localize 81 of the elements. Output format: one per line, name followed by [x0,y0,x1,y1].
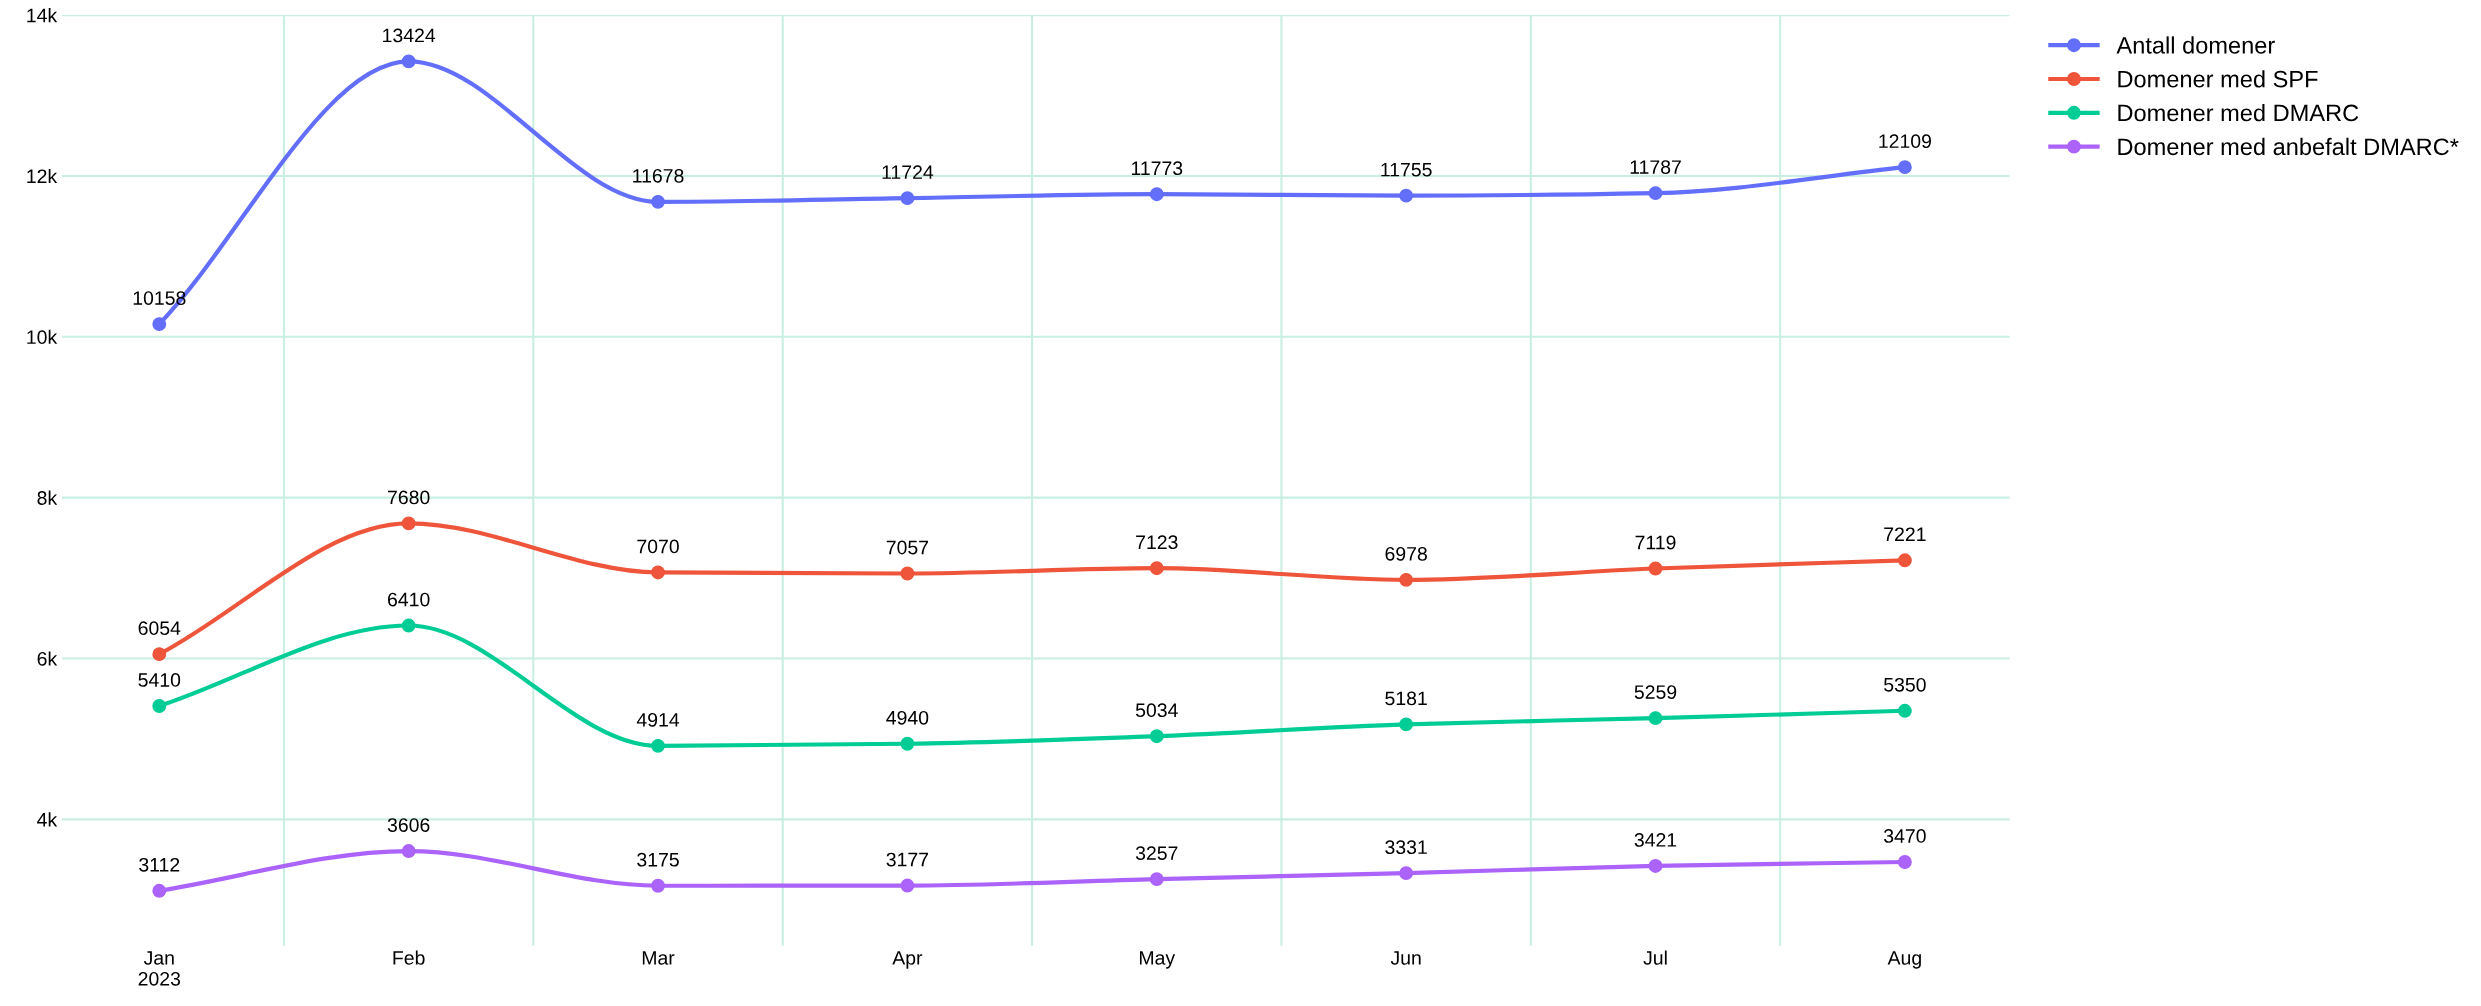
x-tick-label: Aug [1887,951,1921,969]
legend-label: Antall domener [2116,36,2275,54]
point [1149,561,1164,576]
data-label: 11787 [1630,160,1681,174]
x-tick-label: May [1139,951,1176,969]
data-label: 7123 [1136,535,1178,550]
data-label: 5350 [1884,677,1926,692]
data-label: 5181 [1385,691,1427,706]
x-tick-label: Jan 2023 [138,951,181,986]
data-label: 7221 [1884,527,1926,541]
point [651,878,665,893]
point [900,566,915,581]
data-label: 5034 [1135,703,1178,718]
data-label: 7680 [388,490,430,505]
point [1648,711,1663,726]
point [1399,717,1414,732]
data-label: 13424 [383,28,436,43]
data-label: 4940 [886,710,929,725]
point [1897,855,1912,869]
x-tick-label: Apr [892,951,923,969]
y-tick-label: 4k [37,812,58,827]
data-label: 3606 [387,818,430,832]
point [1399,188,1414,203]
data-label: 6978 [1385,546,1427,561]
data-label: 11773 [1131,161,1183,176]
data-label: 7070 [637,539,679,554]
point [900,191,915,206]
point [152,699,167,713]
legend-label: Domener med anbefalt DMARC* [2118,137,2459,156]
point [152,647,167,662]
point [152,883,167,898]
point [651,194,665,209]
point [152,317,167,332]
data-label: 3421 [1634,833,1677,847]
y-tick-label: 8k [37,490,58,505]
point [401,844,416,859]
y-tick-label: 14k [27,8,58,23]
data-label: 11724 [882,165,934,179]
point [1648,186,1663,201]
point [651,565,665,580]
point [1149,187,1164,202]
x-tick-label: Jun [1390,951,1421,965]
data-label: 7057 [886,540,929,555]
data-label: 4914 [636,712,680,727]
data-label: 12109 [1879,134,1931,149]
point [900,736,915,751]
point [1648,561,1663,576]
point [1149,729,1164,744]
x-tick-label: Jul [1643,950,1667,965]
legend-label: Domener med SPF [2118,70,2318,88]
point [401,54,416,69]
point [1399,572,1414,587]
data-label: 11755 [1381,162,1432,177]
data-label: 6410 [388,592,430,607]
legend-label: Domener med DMARC [2118,103,2359,122]
point [900,878,915,893]
point [401,618,416,633]
data-label: 3331 [1385,840,1427,855]
data-label: 3175 [637,852,679,867]
point [401,516,416,531]
x-tick-label: Feb [393,950,425,965]
data-label: 11678 [633,168,684,183]
data-label: 6054 [138,621,181,636]
point [1648,858,1663,873]
point [1897,703,1912,718]
x-tick-label: Mar [642,951,675,965]
data-label: 7119 [1635,535,1676,550]
data-label: 3177 [886,852,929,867]
point [1897,553,1912,568]
point [651,738,665,753]
data-label: 3112 [139,857,180,872]
y-tick-label: 10k [27,329,58,345]
point [1399,866,1414,881]
data-label: 5259 [1634,685,1677,699]
y-tick-label: 6k [37,651,58,666]
y-tick-label: 12k [27,168,58,183]
point [1149,872,1164,887]
data-label: 3470 [1883,829,1926,843]
data-label: 3257 [1135,846,1178,861]
point [1897,160,1912,175]
data-label: 5410 [138,673,181,687]
